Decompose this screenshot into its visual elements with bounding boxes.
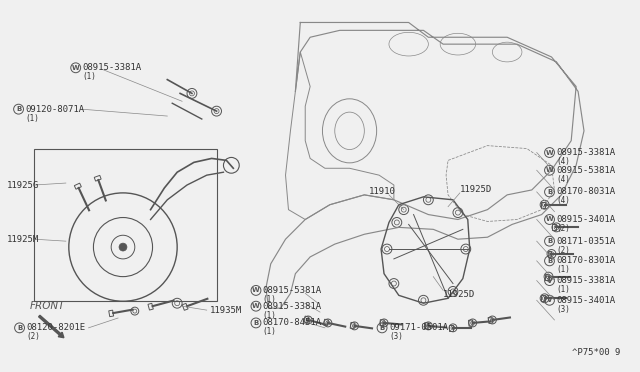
- Text: (1): (1): [556, 265, 570, 274]
- Polygon shape: [148, 303, 154, 310]
- Text: (2): (2): [26, 332, 40, 341]
- Text: V: V: [547, 278, 552, 283]
- Text: (2): (2): [556, 224, 570, 233]
- Text: W: W: [546, 150, 554, 155]
- Polygon shape: [182, 304, 188, 310]
- Text: W: W: [252, 303, 260, 309]
- Text: 09120-8071A: 09120-8071A: [26, 105, 84, 114]
- Text: 11925M: 11925M: [7, 235, 39, 244]
- Text: ^P75*00 9: ^P75*00 9: [572, 349, 620, 357]
- Text: 08170-8301A: 08170-8301A: [556, 256, 616, 265]
- Polygon shape: [541, 202, 545, 208]
- Text: 08915-3381A: 08915-3381A: [556, 276, 616, 285]
- Polygon shape: [541, 295, 545, 301]
- Text: W: W: [72, 65, 79, 71]
- Polygon shape: [380, 320, 384, 326]
- Text: (4): (4): [556, 157, 570, 166]
- Text: W: W: [546, 167, 554, 173]
- Polygon shape: [468, 320, 473, 326]
- Text: 08915-3381A: 08915-3381A: [263, 302, 322, 311]
- Text: (1): (1): [26, 113, 39, 122]
- Text: (3): (3): [389, 332, 403, 341]
- Text: 11925G: 11925G: [7, 180, 39, 189]
- Circle shape: [119, 243, 127, 251]
- Text: 11935M: 11935M: [210, 306, 242, 315]
- FancyArrow shape: [38, 315, 64, 338]
- Polygon shape: [109, 310, 114, 317]
- Text: (1): (1): [263, 327, 276, 336]
- Polygon shape: [424, 323, 429, 329]
- Text: V: V: [547, 297, 552, 303]
- Text: (1): (1): [83, 72, 97, 81]
- Polygon shape: [350, 323, 355, 329]
- Text: B: B: [547, 258, 552, 264]
- Text: 08171-0351A: 08171-0351A: [556, 237, 616, 246]
- Text: 11925D: 11925D: [443, 290, 476, 299]
- Text: B: B: [547, 238, 552, 244]
- Text: 11910: 11910: [369, 187, 396, 196]
- Text: 08170-8451A: 08170-8451A: [263, 318, 322, 327]
- Text: 11925D: 11925D: [460, 185, 492, 195]
- Text: (1): (1): [556, 285, 570, 294]
- Text: 08915-3381A: 08915-3381A: [83, 63, 141, 72]
- Text: B: B: [16, 106, 21, 112]
- Polygon shape: [449, 325, 453, 331]
- Text: 08120-8201E: 08120-8201E: [26, 323, 86, 332]
- Polygon shape: [303, 316, 309, 323]
- Text: (3): (3): [556, 305, 570, 314]
- Polygon shape: [74, 183, 81, 189]
- Text: W: W: [546, 217, 554, 222]
- Text: B: B: [547, 189, 552, 195]
- Polygon shape: [94, 175, 101, 181]
- Polygon shape: [545, 274, 548, 280]
- Bar: [35, 148, 216, 301]
- Text: (4): (4): [556, 174, 570, 184]
- Text: (2): (2): [556, 246, 570, 254]
- Text: 09171-0501A: 09171-0501A: [389, 323, 448, 332]
- Text: 08915-5381A: 08915-5381A: [263, 286, 322, 295]
- Text: (1): (1): [263, 311, 276, 320]
- Polygon shape: [488, 317, 493, 323]
- Text: B: B: [253, 320, 259, 326]
- Text: B: B: [380, 325, 385, 331]
- Text: FRONT: FRONT: [29, 301, 65, 311]
- Text: (4): (4): [556, 196, 570, 205]
- Text: 08915-3381A: 08915-3381A: [556, 148, 616, 157]
- Polygon shape: [548, 251, 552, 257]
- Text: 08915-3401A: 08915-3401A: [556, 296, 616, 305]
- Text: 08915-3401A: 08915-3401A: [556, 215, 616, 224]
- Polygon shape: [323, 319, 328, 326]
- Text: B: B: [17, 325, 22, 331]
- Text: 08170-8031A: 08170-8031A: [556, 187, 616, 196]
- Text: (1): (1): [263, 295, 276, 304]
- Text: 08915-5381A: 08915-5381A: [556, 166, 616, 175]
- Polygon shape: [552, 224, 556, 230]
- Text: W: W: [252, 288, 260, 294]
